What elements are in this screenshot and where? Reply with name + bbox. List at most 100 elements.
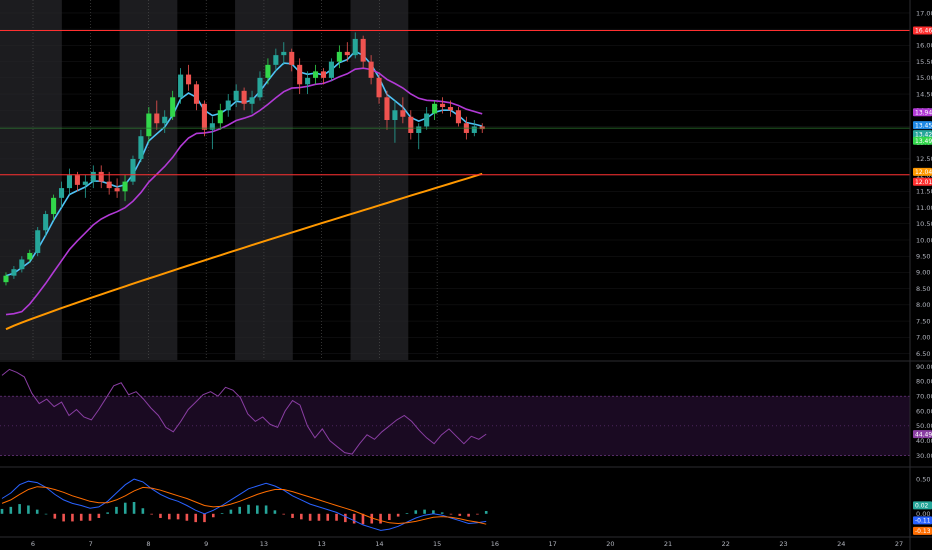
candle-body[interactable] (241, 90, 247, 104)
candle-body[interactable] (225, 100, 231, 111)
price-tick-label: 70.00 (916, 392, 932, 400)
candle-body[interactable] (19, 259, 25, 270)
candle-body[interactable] (82, 181, 88, 185)
rsi-line[interactable] (1, 368, 487, 455)
candle-body[interactable] (297, 64, 303, 85)
macd-histogram-bar (379, 513, 382, 524)
macd-histogram-bar (423, 509, 426, 514)
price-tick-label: 11.00 (916, 204, 932, 212)
candle-body[interactable] (384, 97, 390, 120)
candle-body[interactable] (233, 90, 239, 101)
candle-body[interactable] (471, 126, 477, 133)
macd-histogram-bar (211, 513, 215, 518)
price-tick-label: 17.00 (916, 9, 932, 17)
candle-body[interactable] (257, 77, 263, 98)
candle-body[interactable] (3, 275, 9, 283)
candle-body[interactable] (138, 136, 144, 159)
candle-body[interactable] (368, 61, 374, 78)
candle-body[interactable] (328, 61, 334, 78)
candle-body[interactable] (344, 51, 350, 56)
price-tick-label: 8.00 (916, 301, 930, 309)
candle-body[interactable] (170, 97, 176, 117)
candle-body[interactable] (11, 269, 17, 276)
candle-body[interactable] (122, 181, 128, 192)
candle-body[interactable] (424, 113, 430, 127)
candle-body[interactable] (90, 171, 96, 182)
candle-body[interactable] (178, 74, 184, 98)
candle-body[interactable] (185, 74, 192, 85)
candle-body[interactable] (360, 38, 366, 62)
macd-histogram-bar (476, 513, 479, 515)
macd-histogram-bar (335, 513, 338, 521)
candle-body[interactable] (400, 110, 406, 117)
rsi-pane[interactable] (0, 368, 910, 456)
candlesticks[interactable] (3, 32, 485, 286)
time-tick-label: 15 (433, 540, 441, 548)
price-badge (913, 501, 932, 510)
candle-body[interactable] (201, 103, 207, 130)
price-badge-label: 16.46 (915, 28, 932, 35)
candle-body[interactable] (193, 84, 200, 104)
horizontal-levels[interactable] (0, 29, 910, 176)
grid-lines (0, 12, 910, 354)
candle-body[interactable] (209, 123, 215, 130)
price-badge (913, 121, 932, 130)
candle-body[interactable] (114, 188, 120, 192)
time-tick-label: 27 (895, 540, 903, 548)
candle-body[interactable] (392, 110, 398, 120)
candle-body[interactable] (162, 116, 168, 124)
candle-body[interactable] (43, 214, 49, 231)
candle-body[interactable] (432, 103, 438, 114)
macd-histogram-bar (150, 513, 153, 515)
candle-body[interactable] (249, 97, 255, 104)
candle-body[interactable] (352, 38, 358, 56)
signal-line[interactable] (1, 486, 487, 525)
candle-body[interactable] (447, 107, 454, 111)
time-tick-label: 24 (837, 540, 845, 548)
candle-body[interactable] (154, 113, 160, 124)
candle-body[interactable] (289, 51, 295, 65)
price-badge-label: 0.02 (915, 503, 929, 510)
candle-body[interactable] (27, 252, 33, 260)
macd-histogram-bar (97, 513, 101, 518)
candle-body[interactable] (455, 110, 461, 124)
price-badge-label: 13.45 (915, 122, 932, 129)
candle-body[interactable] (130, 158, 136, 182)
macd-histogram-bar (247, 504, 250, 514)
candle-body[interactable] (98, 171, 104, 182)
price-tick-label: 50.00 (916, 422, 932, 430)
candle-body[interactable] (313, 71, 319, 78)
candle-body[interactable] (66, 175, 73, 189)
time-tick-label: 17 (548, 540, 556, 548)
price-tick-label: 0.50 (916, 475, 930, 483)
candle-body[interactable] (416, 126, 422, 133)
candle-body[interactable] (281, 51, 287, 56)
candle-body[interactable] (265, 64, 271, 78)
candle-body[interactable] (408, 116, 414, 133)
candle-body[interactable] (336, 51, 342, 62)
macd-histogram-bar (88, 513, 92, 521)
candle-body[interactable] (217, 110, 223, 124)
macd-histogram-bar (79, 513, 83, 521)
candle-body[interactable] (106, 181, 112, 189)
price-tick-label: 60.00 (916, 407, 932, 415)
price-badge-label: 44.49 (915, 431, 932, 438)
candle-body[interactable] (146, 113, 152, 137)
candle-body[interactable] (58, 188, 65, 198)
candle-body[interactable] (440, 103, 446, 108)
candle-body[interactable] (305, 77, 311, 85)
macd-histogram-bar (370, 513, 374, 524)
candle-body[interactable] (51, 197, 57, 215)
candle-body[interactable] (376, 77, 382, 98)
session-bands (0, 0, 438, 360)
candle-body[interactable] (35, 230, 41, 253)
candle-body[interactable] (273, 55, 279, 65)
candle-body[interactable] (74, 175, 80, 185)
macd-pane[interactable] (0, 478, 488, 531)
price-badge (913, 130, 932, 139)
candle-body[interactable] (320, 71, 327, 78)
time-scale[interactable]: 6 7 8 9 13 13 14 15 16 17 20 21 22 23 24 27 (31, 540, 903, 548)
price-badge-label: 12.01 (915, 179, 932, 186)
